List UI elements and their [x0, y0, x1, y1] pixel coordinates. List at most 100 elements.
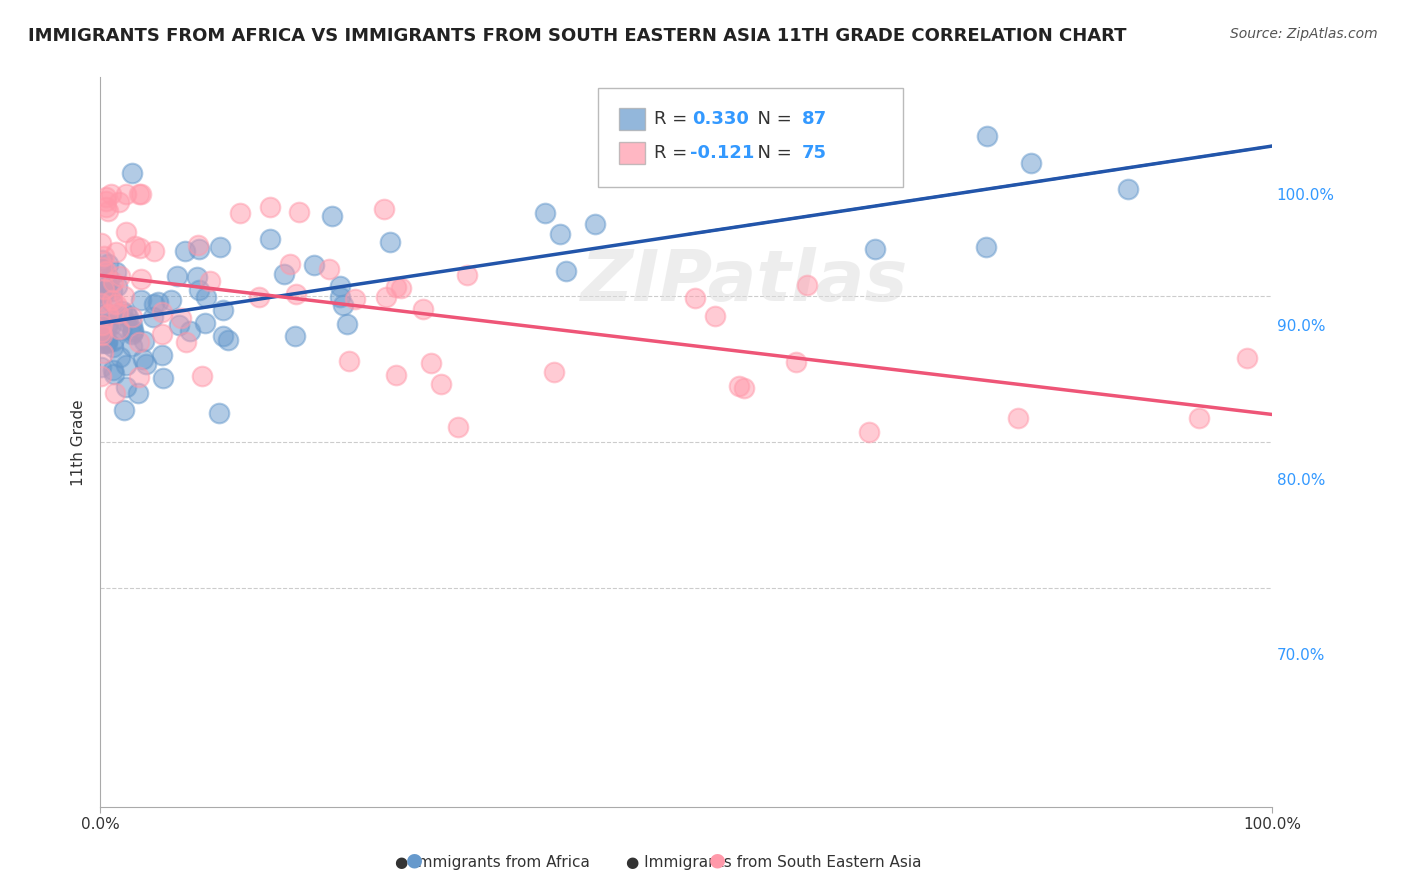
Point: [456, 268, 478, 283]
Point: [112, 289, 135, 303]
Point: [93, 282, 115, 296]
Point: [796, 278, 818, 293]
Point: [142, 244, 165, 258]
Text: IMMIGRANTS FROM AFRICA VS IMMIGRANTS FROM SOUTH EASTERN ASIA 11TH GRADE CORRELAT: IMMIGRANTS FROM AFRICA VS IMMIGRANTS FRO…: [28, 27, 1126, 45]
Point: [1007, 410, 1029, 425]
Point: [112, 403, 135, 417]
Point: [101, 334, 124, 348]
Point: [974, 239, 997, 253]
Point: [90, 236, 112, 251]
Point: [863, 242, 886, 256]
Point: [217, 333, 239, 347]
Text: ZIPatlas: ZIPatlas: [581, 247, 908, 316]
Point: [94, 283, 117, 297]
Point: [90, 296, 112, 310]
Point: [90, 285, 112, 299]
Point: [1236, 351, 1258, 365]
Point: [385, 368, 408, 383]
Point: [105, 297, 128, 311]
Point: [90, 369, 112, 384]
Point: [174, 334, 197, 349]
Point: [105, 265, 128, 279]
Point: [207, 406, 229, 420]
Point: [703, 309, 725, 323]
Point: [548, 227, 571, 241]
Point: [100, 187, 122, 202]
Point: [188, 242, 211, 256]
Text: -0.121: -0.121: [689, 144, 754, 161]
Point: [543, 365, 565, 379]
Point: [976, 128, 998, 143]
Text: 0.330: 0.330: [692, 110, 749, 128]
Point: [114, 307, 136, 321]
Text: N =: N =: [745, 110, 797, 128]
Point: [129, 187, 152, 202]
Point: [142, 310, 165, 325]
Point: [108, 350, 131, 364]
Point: [101, 275, 124, 289]
Text: Source: ZipAtlas.com: Source: ZipAtlas.com: [1230, 27, 1378, 41]
Text: R =: R =: [654, 144, 693, 161]
Point: [105, 279, 128, 293]
Point: [287, 204, 309, 219]
Point: [389, 281, 412, 295]
Point: [198, 274, 221, 288]
Point: [121, 339, 143, 353]
Point: [259, 200, 281, 214]
Point: [91, 262, 114, 277]
Point: [131, 272, 153, 286]
Point: [108, 322, 131, 336]
Point: [555, 264, 578, 278]
Point: [96, 317, 118, 331]
Point: [101, 294, 124, 309]
Point: [229, 206, 252, 220]
Point: [96, 264, 118, 278]
Point: [332, 298, 354, 312]
Point: [143, 296, 166, 310]
Point: [115, 225, 138, 239]
Point: [90, 359, 112, 374]
Point: [150, 327, 173, 342]
Point: [91, 260, 114, 274]
Point: [150, 348, 173, 362]
Point: [101, 340, 124, 354]
Point: [115, 187, 138, 202]
Point: [128, 369, 150, 384]
Point: [90, 325, 112, 339]
Text: 75: 75: [801, 144, 827, 161]
Point: [96, 336, 118, 351]
Point: [121, 310, 143, 324]
Point: [96, 277, 118, 292]
Point: [128, 187, 150, 202]
Point: [179, 324, 201, 338]
Point: [91, 318, 114, 332]
Point: [150, 304, 173, 318]
Point: [1019, 156, 1042, 170]
Point: [728, 379, 751, 393]
Text: 87: 87: [801, 110, 827, 128]
Point: [94, 190, 117, 204]
Point: [247, 290, 270, 304]
Point: [93, 249, 115, 263]
Point: [373, 202, 395, 216]
Point: [135, 357, 157, 371]
Point: [420, 356, 443, 370]
Point: [169, 318, 191, 332]
Point: [173, 244, 195, 259]
Point: [121, 327, 143, 342]
Point: [132, 352, 155, 367]
Point: [166, 268, 188, 283]
Point: [94, 194, 117, 209]
Point: [187, 238, 209, 252]
Point: [148, 294, 170, 309]
Point: [534, 206, 557, 220]
Point: [97, 271, 120, 285]
Point: [208, 240, 231, 254]
Point: [96, 334, 118, 348]
Point: [194, 290, 217, 304]
Point: [187, 283, 209, 297]
FancyBboxPatch shape: [619, 108, 645, 130]
Point: [186, 270, 208, 285]
Point: [121, 317, 143, 331]
Point: [90, 335, 112, 350]
